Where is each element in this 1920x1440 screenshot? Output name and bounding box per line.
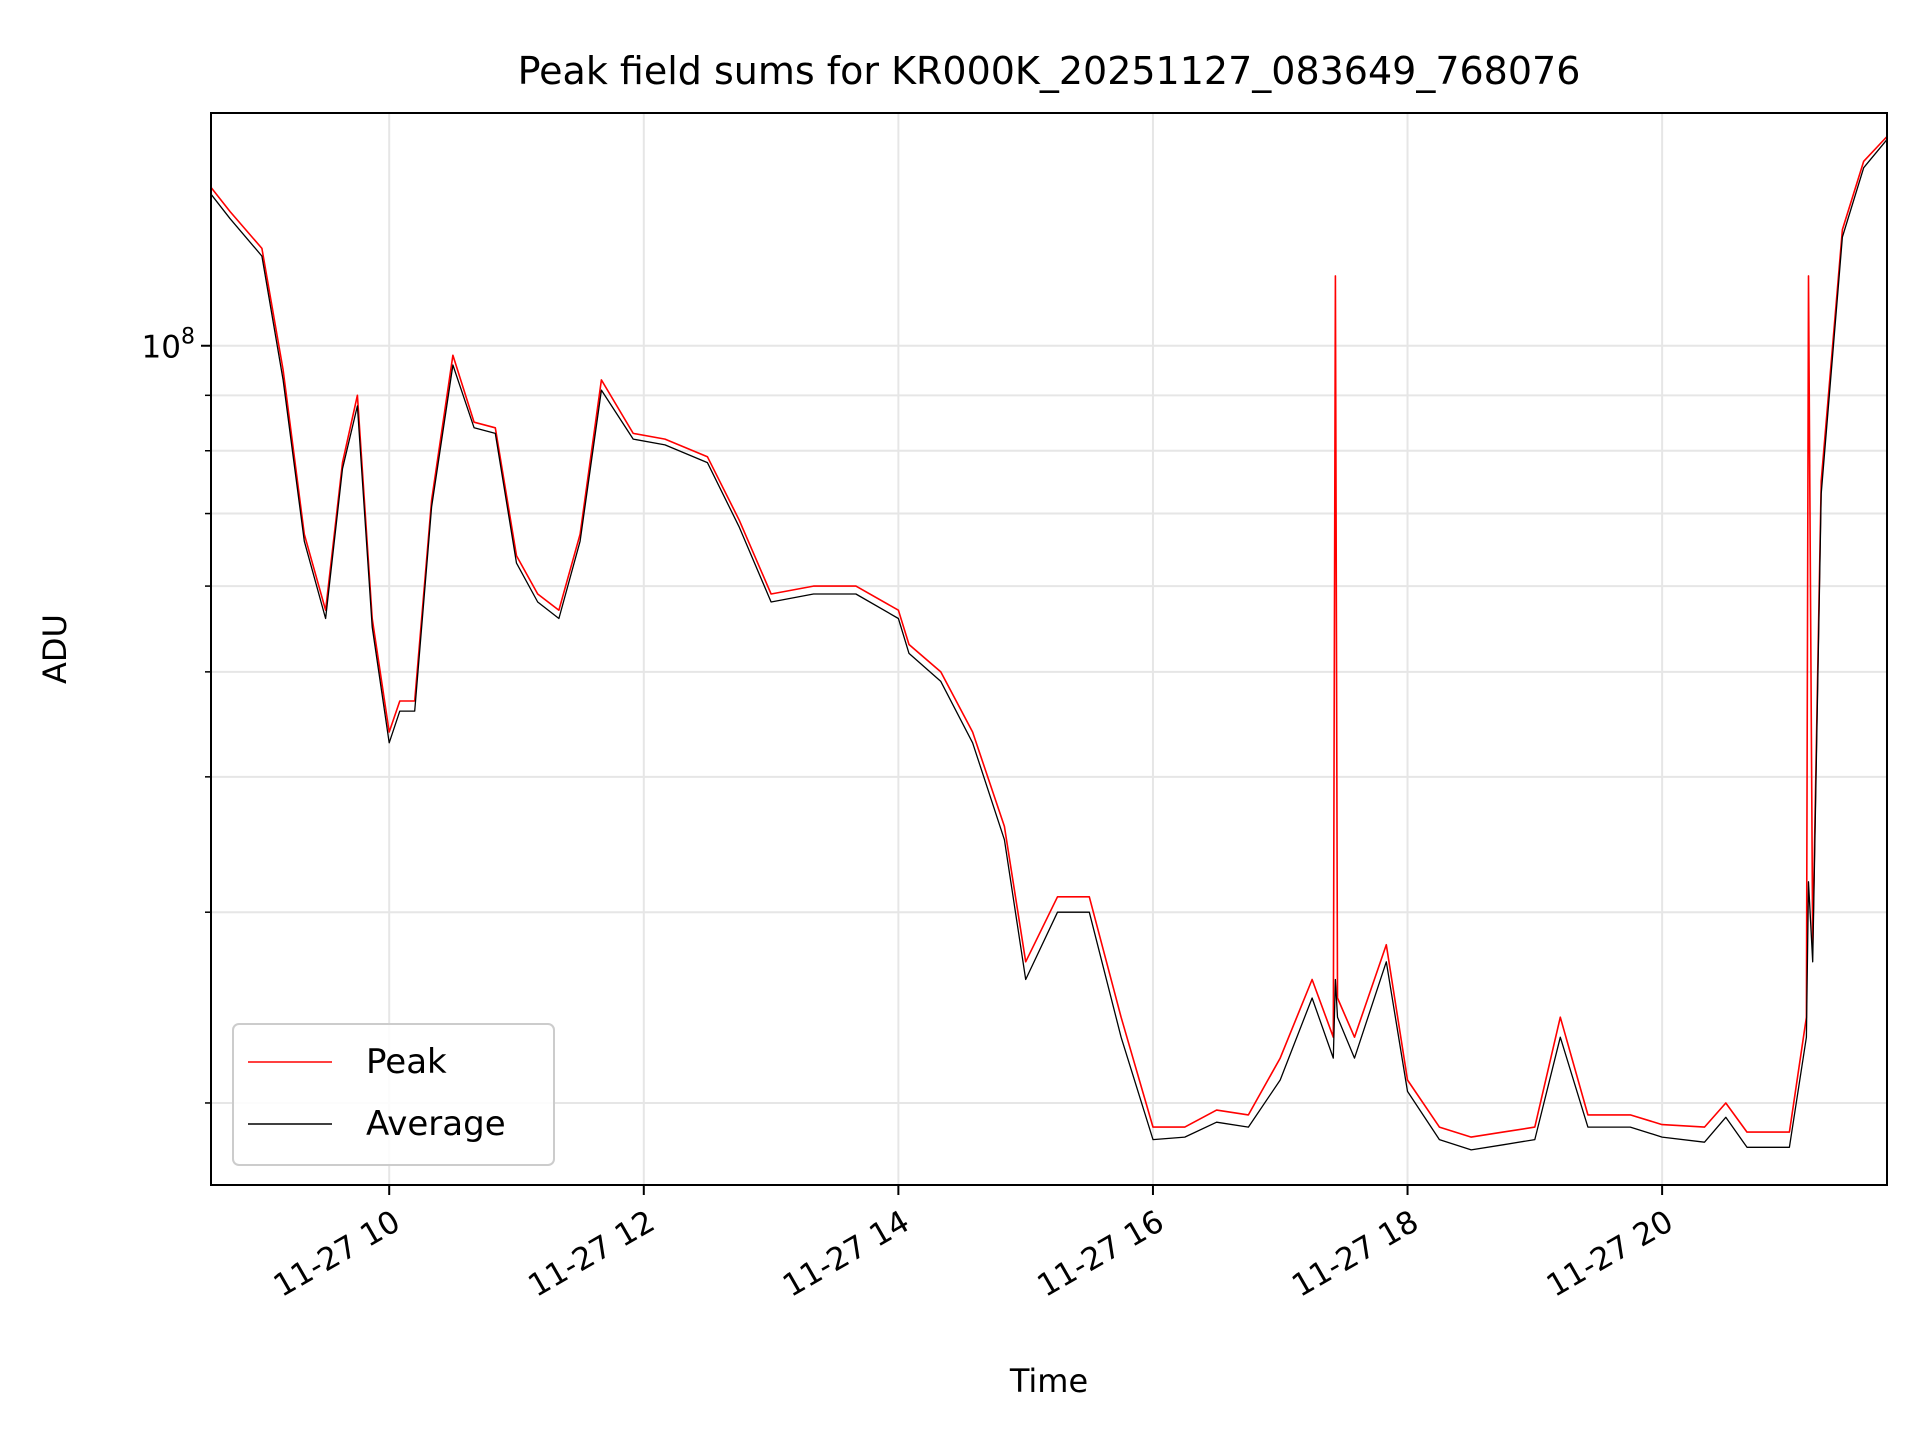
series-layer (210, 135, 1888, 1151)
chart-title: Peak field sums for KR000K_20251127_0836… (518, 49, 1581, 93)
grid (211, 113, 1887, 1185)
series-line-peak (210, 135, 1888, 1138)
series-line-average (210, 139, 1888, 1151)
y-axis-label: ADU (36, 614, 74, 684)
legend-label-peak: Peak (366, 1042, 447, 1082)
legend: Peak Average (232, 1023, 555, 1166)
y-axis-ticks: 108 (142, 325, 211, 1104)
axes-frame (210, 112, 1888, 1186)
y-tick-label: 108 (142, 325, 195, 366)
legend-box (232, 1023, 555, 1166)
x-axis-label: Time (1009, 1362, 1088, 1400)
legend-label-average: Average (366, 1104, 506, 1144)
